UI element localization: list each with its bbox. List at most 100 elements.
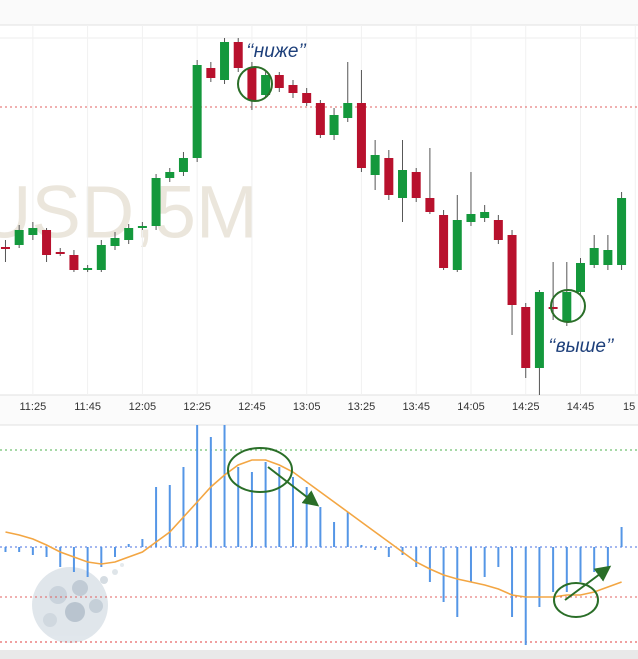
plot-layer: 11:25 11:45 12:05 12:25 12:45 13:05 13:25 13:45… — [0, 25, 638, 645]
candle-body — [384, 158, 394, 195]
candle-body — [480, 212, 490, 218]
histogram-bar — [250, 472, 253, 547]
candle-body — [42, 230, 52, 255]
histogram-bar — [538, 547, 541, 607]
candle-body — [165, 172, 175, 178]
candle-body — [206, 68, 216, 78]
candle-body — [548, 307, 558, 309]
annotation: ‘‘выше’’ — [548, 336, 614, 357]
histogram-bar — [168, 485, 171, 547]
top-band — [0, 0, 638, 25]
candle-body — [124, 228, 134, 240]
histogram-bar — [278, 467, 281, 547]
histogram-bar — [237, 467, 240, 547]
histogram-bar — [360, 545, 363, 547]
candle-body — [425, 198, 435, 212]
histogram-bar — [606, 547, 609, 567]
candle-body — [370, 155, 380, 175]
histogram-bar — [387, 547, 390, 557]
histogram-bar — [552, 547, 555, 592]
arrow — [564, 565, 612, 601]
histogram-bar — [141, 539, 144, 547]
candle-body — [178, 158, 188, 172]
histogram-bar — [264, 462, 267, 547]
candle-body — [315, 103, 325, 135]
x-tick-label: 13:25 — [348, 401, 376, 413]
candle-body — [589, 248, 599, 265]
highlight-circle — [237, 66, 273, 102]
candle-body — [261, 75, 271, 95]
histogram-bar — [620, 527, 623, 547]
histogram-bar — [100, 547, 103, 567]
histogram-bar — [428, 547, 431, 582]
candle-body — [288, 85, 298, 93]
candle-body — [411, 172, 421, 198]
histogram-bar — [497, 547, 500, 567]
histogram-bar — [483, 547, 486, 577]
candle-body — [0, 247, 10, 249]
histogram-bar — [45, 547, 48, 557]
histogram-bar — [72, 547, 75, 572]
bottom-band — [0, 650, 638, 659]
histogram-bar — [4, 547, 7, 552]
x-tick-label: 14:05 — [457, 401, 485, 413]
highlight-circle — [227, 447, 293, 493]
x-tick-label: 12:25 — [183, 401, 211, 413]
x-tick-label: 13:45 — [402, 401, 430, 413]
candle-body — [466, 214, 476, 222]
logo — [32, 563, 124, 643]
candle-body — [96, 245, 106, 270]
candle-body — [521, 307, 531, 368]
candle-body — [356, 103, 366, 168]
candle-body — [575, 263, 585, 292]
candle-body — [83, 268, 93, 270]
histogram-bar — [18, 547, 21, 552]
candle-body — [617, 198, 627, 265]
histogram-bar — [155, 487, 158, 547]
x-tick-label: 14:45 — [567, 401, 595, 413]
histogram-bar — [511, 547, 514, 617]
histogram-bar — [374, 547, 377, 550]
candle-body — [69, 255, 79, 270]
time-axis-band — [0, 395, 638, 425]
candle-body — [14, 230, 24, 245]
candle-body — [343, 103, 353, 118]
candle-body — [493, 220, 503, 240]
histogram-bar — [127, 544, 130, 547]
candle-body — [603, 250, 613, 265]
candle-body — [329, 115, 339, 135]
candle-body — [28, 228, 38, 235]
histogram-bar — [333, 522, 336, 547]
x-tick-label: 11:25 — [19, 401, 46, 413]
candle-body — [55, 252, 65, 254]
arrow — [267, 466, 320, 507]
histogram-bar — [565, 547, 568, 592]
histogram-bar — [223, 425, 226, 547]
candle-body — [562, 292, 572, 322]
candle-body — [507, 235, 517, 305]
x-tick-label: 15 — [623, 401, 635, 413]
signal-line — [5, 459, 622, 598]
candle-body — [233, 42, 243, 68]
candle-body — [151, 178, 161, 226]
x-tick-label: 13:05 — [293, 401, 321, 413]
histogram-bar — [593, 547, 596, 572]
candle-body — [192, 65, 202, 158]
candle-body — [220, 42, 230, 80]
candle-body — [110, 238, 120, 246]
histogram-bar — [415, 547, 418, 567]
histogram-bar — [182, 467, 185, 547]
histogram-bar — [524, 547, 527, 645]
x-tick-label: 12:45 — [238, 401, 266, 413]
histogram-bar — [346, 512, 349, 547]
histogram-bar — [319, 507, 322, 547]
histogram-bar — [31, 547, 34, 555]
histogram-bar — [579, 547, 582, 582]
histogram-bar — [196, 425, 199, 547]
candle-body — [439, 215, 449, 268]
histogram-bar — [209, 437, 212, 547]
histogram-bar — [456, 547, 459, 617]
highlight-circle — [550, 289, 586, 323]
